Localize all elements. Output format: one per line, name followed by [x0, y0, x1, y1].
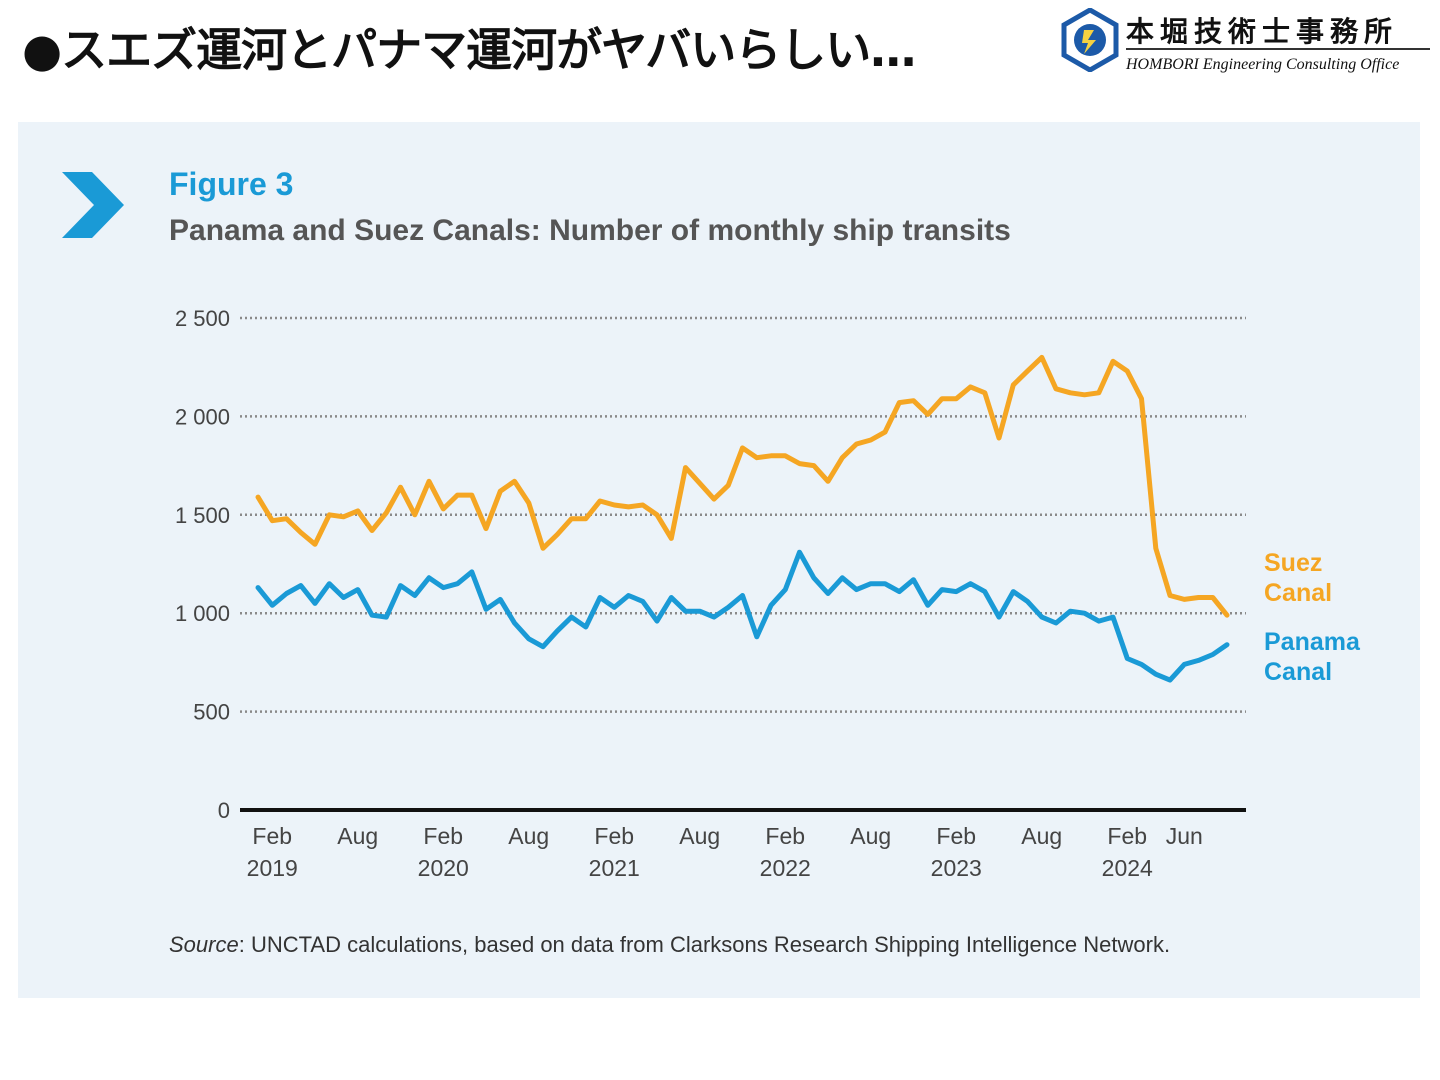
x-tick-label: Aug: [679, 823, 720, 849]
logo-name: 本堀技術士事務所: [1126, 15, 1399, 48]
x-tick-year-label: 2023: [931, 855, 982, 881]
y-tick-label: 500: [193, 700, 230, 725]
x-tick-label: Feb: [252, 823, 292, 849]
x-tick-year-label: 2021: [589, 855, 640, 881]
source-prefix: Source: [169, 932, 239, 957]
x-tick-label: Aug: [337, 823, 378, 849]
y-tick-label: 2 000: [175, 404, 230, 429]
x-tick-year-label: 2020: [418, 855, 469, 881]
series-line-panama-canal: [255, 549, 1230, 683]
x-tick-label: Aug: [1021, 823, 1062, 849]
x-tick-year-label: 2022: [760, 855, 811, 881]
x-tick-label: Aug: [508, 823, 549, 849]
source-text: : UNCTAD calculations, based on data fro…: [238, 932, 1171, 957]
series-line-suez-canal: [255, 354, 1230, 618]
slide-title: ●スエズ運河とパナマ運河がヤバいらしい…: [22, 23, 916, 77]
y-tick-label: 1 000: [175, 601, 230, 626]
figure-label: Figure 3: [169, 166, 294, 202]
logo-divider: [1126, 48, 1430, 50]
x-tick-label: Feb: [423, 823, 463, 849]
series-label: Panama: [1264, 628, 1361, 656]
figure-panel: Figure 3 Panama and Suez Canals: Number …: [18, 122, 1420, 998]
figure-title: Panama and Suez Canals: Number of monthl…: [169, 214, 1011, 247]
y-tick-label: 0: [218, 798, 230, 823]
hombori-logo-icon: [1061, 8, 1119, 72]
x-tick-label: Aug: [850, 823, 891, 849]
x-tick-year-label: 2024: [1102, 855, 1153, 881]
x-tick-label: Feb: [765, 823, 805, 849]
series-label: Canal: [1264, 658, 1332, 686]
y-tick-label: 2 500: [175, 306, 230, 331]
chevron-right-icon: [62, 172, 124, 238]
x-tick-label: Feb: [594, 823, 634, 849]
series-label: Suez: [1264, 549, 1322, 577]
company-logo: 本堀技術士事務所 HOMBORI Engineering Consulting …: [1058, 8, 1430, 80]
x-tick-year-label: 2019: [247, 855, 298, 881]
y-tick-label: 1 500: [175, 503, 230, 528]
x-tick-label: Jun: [1166, 823, 1203, 849]
logo-subtitle: HOMBORI Engineering Consulting Office: [1126, 56, 1400, 73]
series-label: Canal: [1264, 579, 1332, 607]
x-tick-label: Feb: [936, 823, 976, 849]
line-chart: 0 500 1 000 1 500 2 000 2 500 Feb 2019 Aug Feb 202…: [175, 306, 1361, 881]
source-note: Source: UNCTAD calculations, based on da…: [169, 932, 1170, 958]
x-tick-label: Feb: [1107, 823, 1147, 849]
